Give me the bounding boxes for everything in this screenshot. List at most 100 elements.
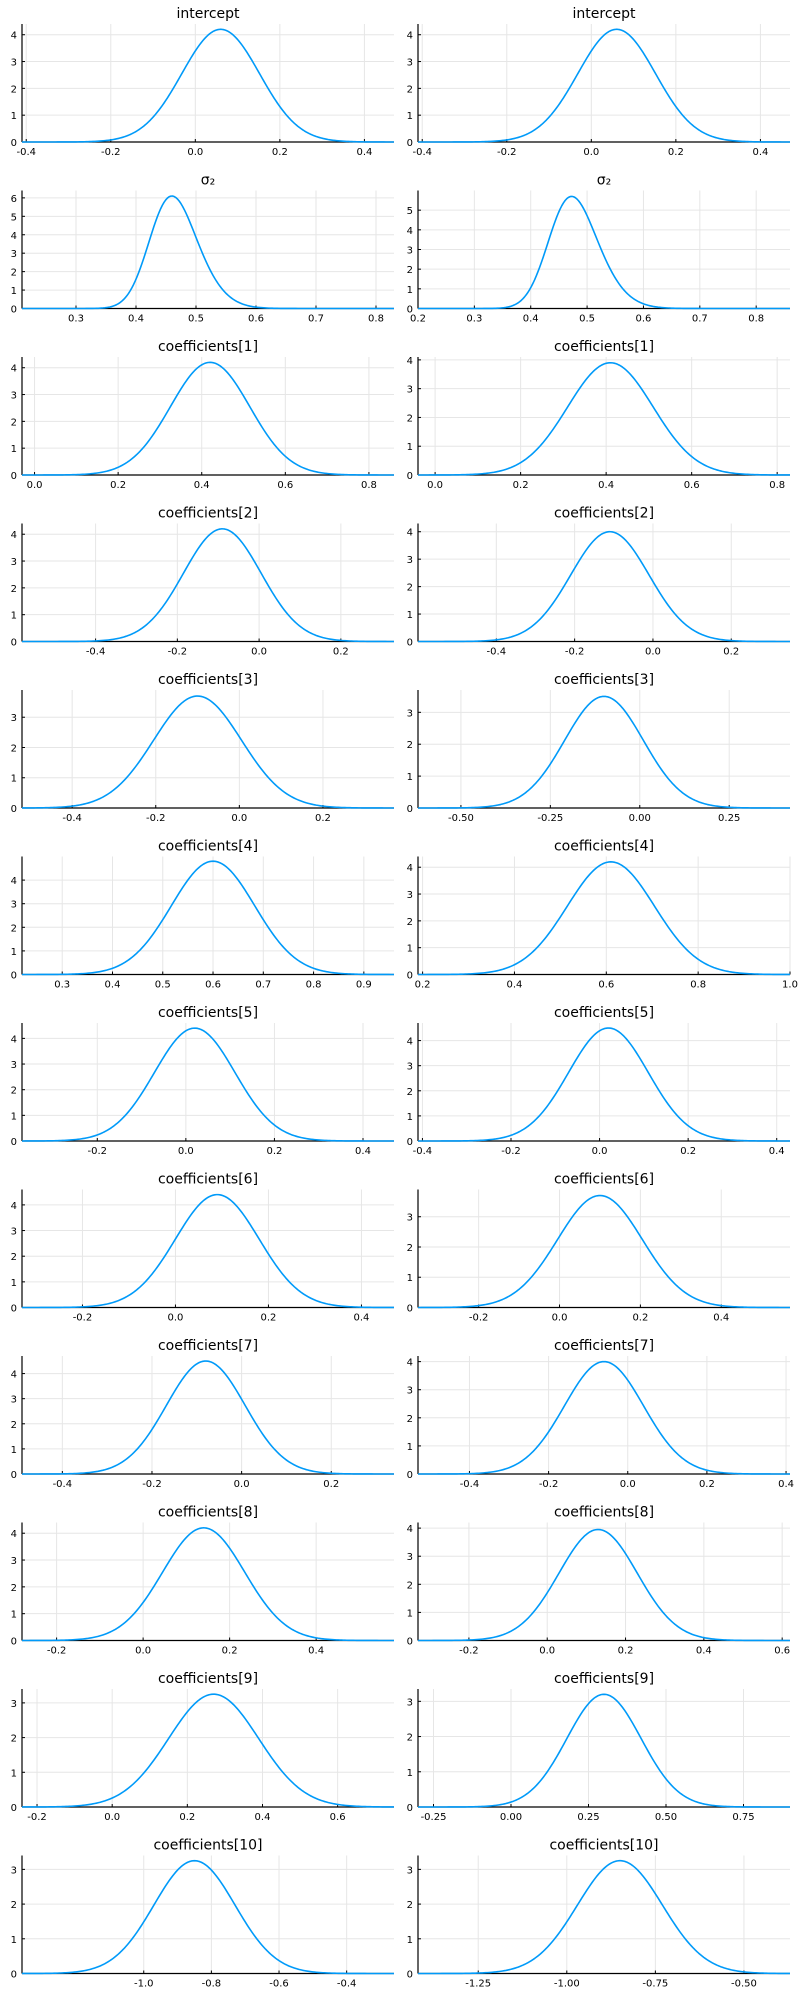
panel-title: coefficients[3] xyxy=(554,672,654,688)
y-tick-label: 1 xyxy=(11,947,17,958)
x-tick-label: 0.3 xyxy=(68,314,84,325)
x-tick-label: -0.4 xyxy=(62,813,82,824)
x-tick-label: 0.2 xyxy=(272,147,288,158)
x-tick-label: -0.4 xyxy=(412,147,432,158)
y-tick-label: 5 xyxy=(11,212,17,223)
x-tick-label: 0.0 xyxy=(231,813,247,824)
y-tick-label: 0 xyxy=(407,1304,413,1315)
density-panel: coefficients[5] -0.4 -0.2 0.0 0.2 0.4 0 1 2 3 4 xyxy=(407,1005,790,1157)
density-panel: intercept -0.4 -0.2 0.0 0.2 0.4 0 1 2 3 4 xyxy=(407,6,790,158)
y-tick-label: 3 xyxy=(11,1060,17,1071)
y-tick-label: 0 xyxy=(11,1470,17,1481)
x-tick-label: 0.4 xyxy=(523,314,539,325)
y-tick-label: 4 xyxy=(407,226,413,237)
x-tick-label: -0.8 xyxy=(202,1979,222,1990)
y-tick-label: 3 xyxy=(407,58,413,69)
y-tick-label: 2 xyxy=(11,743,17,754)
x-tick-label: 0.2 xyxy=(668,147,684,158)
y-tick-label: 0 xyxy=(11,1137,17,1148)
y-tick-label: 0 xyxy=(11,638,17,649)
y-tick-label: 1 xyxy=(11,1445,17,1456)
x-tick-label: -0.2 xyxy=(27,1812,47,1823)
y-tick-label: 4 xyxy=(11,1370,17,1381)
x-tick-label: -1.0 xyxy=(134,1979,154,1990)
x-tick-label: 0.6 xyxy=(774,1646,790,1657)
x-tick-label: -0.2 xyxy=(101,147,121,158)
x-tick-label: 0.3 xyxy=(466,314,482,325)
y-tick-label: 3 xyxy=(407,1386,413,1397)
y-tick-label: 4 xyxy=(11,1201,17,1212)
x-tick-label: 0.4 xyxy=(355,1146,371,1157)
y-tick-label: 0 xyxy=(11,1803,17,1814)
density-curve xyxy=(418,1528,790,1642)
y-tick-label: 0 xyxy=(407,1803,413,1814)
density-curve xyxy=(418,195,790,310)
y-tick-label: 0 xyxy=(407,1137,413,1148)
x-tick-label: 0.4 xyxy=(128,314,144,325)
panel-title: intercept xyxy=(573,6,637,22)
x-tick-label: -0.6 xyxy=(269,1979,289,1990)
density-curve xyxy=(21,1859,394,1975)
x-tick-label: -0.2 xyxy=(469,1313,489,1324)
y-tick-label: 1 xyxy=(407,1442,413,1453)
density-curve xyxy=(418,1027,790,1142)
density-curve xyxy=(22,695,395,809)
panel-title: coefficients[4] xyxy=(158,839,258,855)
density-curve xyxy=(22,528,394,643)
density-panel: coefficients[9] -0.25 0.00 0.25 0.50 0.75 0 1 2 3 xyxy=(407,1671,790,1823)
x-tick-label: 0.5 xyxy=(579,314,595,325)
y-tick-label: 1 xyxy=(407,285,413,296)
y-tick-label: 3 xyxy=(11,713,17,724)
x-tick-label: -0.2 xyxy=(47,1646,67,1657)
x-tick-label: 0.2 xyxy=(632,1313,648,1324)
density-panel: coefficients[2] -0.4 -0.2 0.0 0.2 0 1 2 3 4 xyxy=(407,506,790,658)
y-tick-label: 1 xyxy=(407,111,413,122)
y-tick-label: 0 xyxy=(407,971,413,982)
x-tick-label: -0.25 xyxy=(537,813,563,824)
y-tick-label: 4 xyxy=(407,31,413,42)
y-tick-label: 0 xyxy=(11,971,17,982)
y-tick-label: 0 xyxy=(11,1304,17,1315)
x-tick-label: -0.2 xyxy=(168,647,188,658)
x-tick-label: -0.2 xyxy=(459,1646,479,1657)
x-tick-label: 0.8 xyxy=(769,480,785,491)
x-tick-label: 0.8 xyxy=(690,980,706,991)
y-tick-label: 1 xyxy=(407,442,413,453)
density-curve xyxy=(22,28,394,143)
y-tick-label: 2 xyxy=(11,584,17,595)
y-tick-label: 4 xyxy=(11,364,17,375)
panel-title: coefficients[7] xyxy=(158,1338,258,1354)
x-tick-label: 0.2 xyxy=(618,1646,634,1657)
x-tick-label: 0.2 xyxy=(415,980,431,991)
y-tick-label: 0 xyxy=(11,804,17,815)
y-tick-label: 0 xyxy=(407,1637,413,1648)
y-tick-label: 3 xyxy=(11,1395,17,1406)
y-tick-label: 4 xyxy=(407,356,413,367)
x-tick-label: 0.8 xyxy=(748,314,764,325)
x-tick-label: 1.0 xyxy=(782,980,798,991)
y-tick-label: 3 xyxy=(407,1552,413,1563)
density-panel: coefficients[4] 0.2 0.4 0.6 0.8 1.0 0 1 2 3 4 xyxy=(407,839,798,991)
x-tick-label: -0.2 xyxy=(565,647,585,658)
x-tick-label: 0.2 xyxy=(222,1646,238,1657)
panel-title: coefficients[2] xyxy=(158,506,258,522)
y-tick-label: 5 xyxy=(407,206,413,217)
x-tick-label: 0.0 xyxy=(552,1313,568,1324)
density-panel: coefficients[8] -0.2 0.0 0.2 0.4 0 1 2 3 4 xyxy=(11,1505,394,1657)
density-curve xyxy=(418,861,791,976)
x-tick-label: 0.7 xyxy=(255,980,271,991)
density-panel: coefficients[6] -0.2 0.0 0.2 0.4 0 1 2 3 4 xyxy=(11,1172,394,1324)
density-curve xyxy=(418,1360,790,1475)
y-tick-label: 1 xyxy=(11,1610,17,1621)
density-panel: σ₂ 0.2 0.3 0.4 0.5 0.6 0.7 0.8 0 1 2 3 4 5 xyxy=(407,173,790,325)
y-tick-label: 3 xyxy=(407,708,413,719)
y-tick-label: 3 xyxy=(407,246,413,257)
y-tick-label: 3 xyxy=(407,1213,413,1224)
y-tick-label: 2 xyxy=(11,84,17,95)
panel-title: coefficients[6] xyxy=(158,1172,258,1188)
x-tick-label: 0.6 xyxy=(248,314,264,325)
density-curve xyxy=(22,1360,394,1475)
x-tick-label: -0.2 xyxy=(88,1146,108,1157)
panel-title: coefficients[2] xyxy=(554,506,654,522)
x-tick-label: 0.4 xyxy=(769,1146,785,1157)
